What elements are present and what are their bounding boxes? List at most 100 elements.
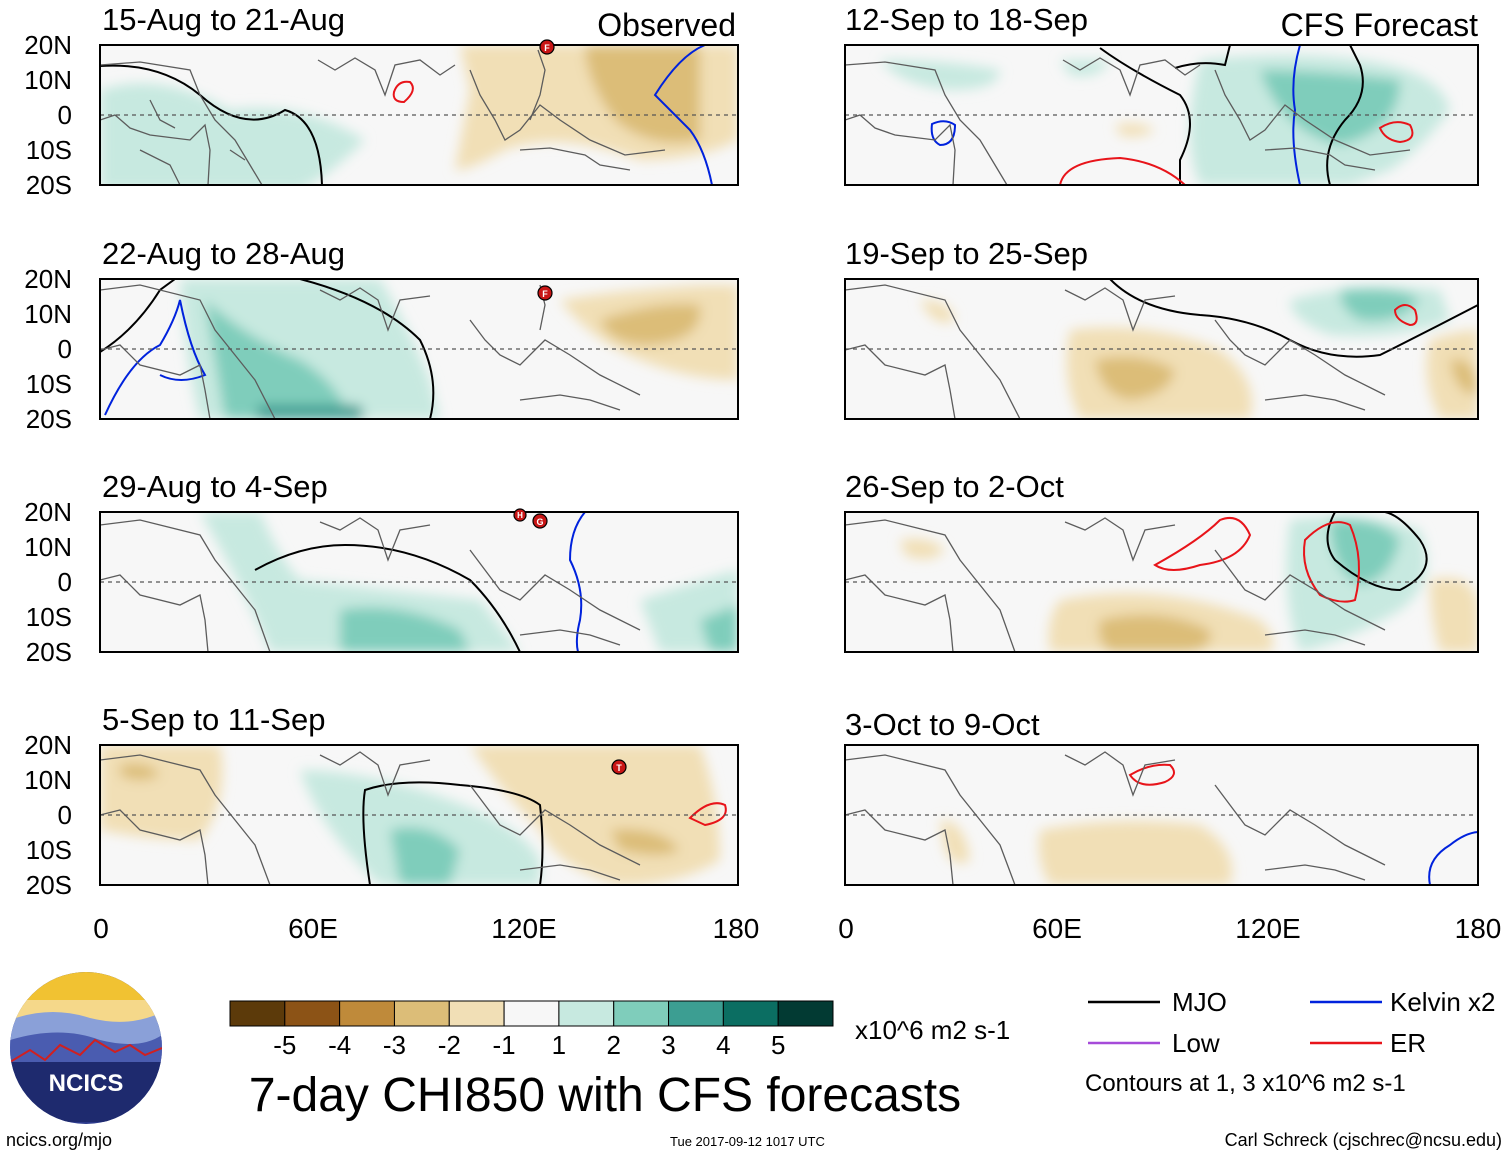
panel-title: 26-Sep to 2-Oct <box>845 469 1064 504</box>
colorbar-box <box>668 1000 724 1027</box>
footer-website[interactable]: ncics.org/mjo <box>6 1130 113 1150</box>
svg-text:10S: 10S <box>26 602 72 632</box>
svg-text:0: 0 <box>58 334 72 364</box>
colorbar-box <box>393 1000 450 1027</box>
panel-title: 12-Sep to 18-Sep <box>845 2 1088 37</box>
panel-title: 29-Aug to 4-Sep <box>102 469 328 504</box>
svg-text:MJO: MJO <box>1172 987 1227 1017</box>
panel-title: 22-Aug to 28-Aug <box>102 236 345 271</box>
panel-title: 5-Sep to 11-Sep <box>102 702 325 737</box>
map-panel-2: 22-Aug to 28-Aug <box>99 236 739 420</box>
colorbar-tick-label: 5 <box>771 1030 785 1060</box>
storm-marker: T <box>611 759 627 775</box>
colorbar-box <box>777 1000 834 1027</box>
svg-text:20N: 20N <box>24 730 72 760</box>
storm-marker: H <box>513 508 527 522</box>
colorbar-tick-label: 2 <box>606 1030 620 1060</box>
latitude-labels: 20N 10N 0 10S 20S 20N 10N 0 10S 20S 20N 10N 0 10S 20… <box>24 30 72 900</box>
legend-item-mjo: MJO <box>1088 987 1227 1017</box>
svg-text:0: 0 <box>58 100 72 130</box>
coastlines <box>100 49 666 185</box>
svg-text:0: 0 <box>93 913 109 944</box>
svg-text:Kelvin x2: Kelvin x2 <box>1390 987 1496 1017</box>
legend: MJO Kelvin x2 Low ER Contours at 1, 3 x1… <box>1085 987 1496 1097</box>
colorbar-tick-label: 3 <box>661 1030 675 1060</box>
colorbar: -5 -4 -3 -2 -1 1 2 3 4 5 x10^6 m2 s-1 <box>229 1000 1010 1060</box>
colorbar-tick-label: -4 <box>328 1030 351 1060</box>
svg-text:10S: 10S <box>26 135 72 165</box>
svg-text:20N: 20N <box>24 497 72 527</box>
colorbar-box <box>558 1000 615 1027</box>
svg-text:H: H <box>517 511 523 520</box>
svg-text:T: T <box>616 763 622 773</box>
svg-text:20N: 20N <box>24 30 72 60</box>
footer-timestamp: Tue 2017-09-12 1017 UTC <box>670 1134 825 1149</box>
svg-text:20S: 20S <box>26 404 72 434</box>
map-panel-6: 19-Sep to 25-Sep <box>844 236 1479 420</box>
legend-note: Contours at 1, 3 x10^6 m2 s-1 <box>1085 1070 1406 1097</box>
svg-text:G: G <box>536 517 543 527</box>
footer-author: Carl Schreck (cjschrec@ncsu.edu) <box>1224 1130 1502 1150</box>
legend-item-low: Low <box>1088 1028 1220 1058</box>
svg-text:10S: 10S <box>26 835 72 865</box>
colorbar-units: x10^6 m2 s-1 <box>855 1015 1010 1045</box>
panel-title: 19-Sep to 25-Sep <box>845 236 1088 271</box>
colorbar-tick-label: 4 <box>716 1030 730 1060</box>
storm-marker: F <box>539 39 555 55</box>
svg-text:10N: 10N <box>24 765 72 795</box>
panel-title: 3-Oct to 9-Oct <box>845 707 1040 742</box>
map-panel-3: 29-Aug to 4-Sep <box>99 469 739 653</box>
storm-markers: F F G H T <box>513 39 627 775</box>
storm-marker: G <box>532 513 548 529</box>
svg-text:120E: 120E <box>491 913 556 944</box>
colorbar-tick-label: -1 <box>493 1030 516 1060</box>
svg-text:10N: 10N <box>24 532 72 562</box>
forecast-header: CFS Forecast <box>1281 7 1478 43</box>
colorbar-tick-label: -3 <box>383 1030 406 1060</box>
storm-marker: F <box>537 285 553 301</box>
colorbar-box <box>722 1000 779 1027</box>
svg-text:60E: 60E <box>1032 913 1082 944</box>
longitude-labels: 0 60E 120E 180 0 60E 120E 180 <box>93 913 1501 944</box>
panel-title: 15-Aug to 21-Aug <box>102 2 345 37</box>
map-panel-4: 5-Sep to 11-Sep <box>99 702 739 886</box>
svg-text:180: 180 <box>713 913 760 944</box>
svg-text:20S: 20S <box>26 637 72 667</box>
colorbar-box <box>229 1000 286 1027</box>
svg-text:60E: 60E <box>288 913 338 944</box>
colorbar-box <box>339 1000 395 1027</box>
svg-text:10N: 10N <box>24 65 72 95</box>
svg-text:20N: 20N <box>24 264 72 294</box>
svg-text:180: 180 <box>1455 913 1502 944</box>
colorbar-box <box>613 1000 670 1027</box>
colorbar-box <box>503 1000 560 1027</box>
svg-text:0: 0 <box>838 913 854 944</box>
svg-text:NCICS: NCICS <box>49 1070 124 1097</box>
svg-text:0: 0 <box>58 567 72 597</box>
svg-text:10S: 10S <box>26 369 72 399</box>
legend-item-er: ER <box>1310 1028 1426 1058</box>
map-panel-8: 3-Oct to 9-Oct <box>844 707 1479 886</box>
map-panel-1: 15-Aug to 21-Aug <box>99 2 739 186</box>
svg-text:F: F <box>542 289 548 299</box>
observed-header: Observed <box>597 7 736 43</box>
colorbar-box <box>284 1000 341 1027</box>
colorbar-box <box>448 1000 505 1027</box>
svg-text:20S: 20S <box>26 170 72 200</box>
ncics-logo: NCICS <box>10 972 162 1124</box>
map-panel-5: 12-Sep to 18-Sep <box>844 2 1479 186</box>
colorbar-tick-label: -2 <box>438 1030 461 1060</box>
figure-title: 7-day CHI850 with CFS forecasts <box>249 1069 961 1122</box>
svg-text:10N: 10N <box>24 299 72 329</box>
colorbar-tick-label: 1 <box>552 1030 566 1060</box>
svg-text:Low: Low <box>1172 1028 1220 1058</box>
svg-text:ER: ER <box>1390 1028 1426 1058</box>
legend-item-kelvin: Kelvin x2 <box>1310 987 1496 1017</box>
contours <box>100 45 713 185</box>
svg-text:F: F <box>544 43 550 53</box>
colorbar-tick-label: -5 <box>273 1030 296 1060</box>
svg-text:0: 0 <box>58 800 72 830</box>
svg-text:20S: 20S <box>26 870 72 900</box>
svg-text:120E: 120E <box>1235 913 1300 944</box>
